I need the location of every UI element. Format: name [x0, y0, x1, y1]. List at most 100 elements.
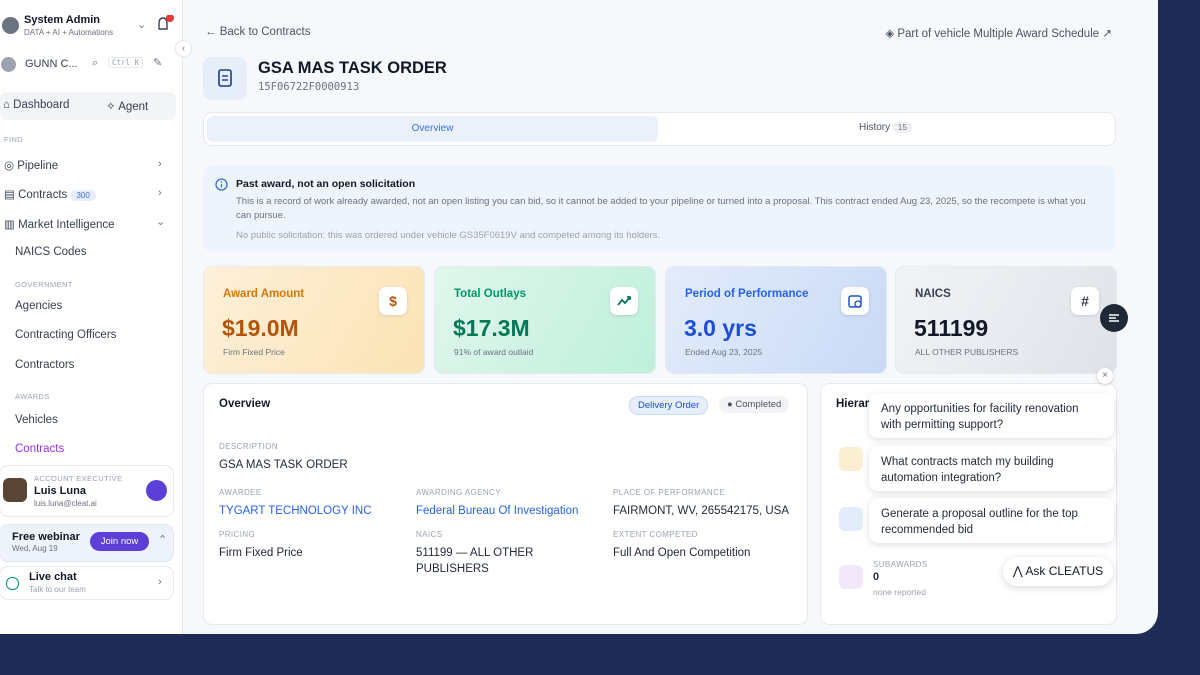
filter-fab[interactable] — [1100, 304, 1128, 332]
notice-title: Past award, not an open solicitation — [236, 178, 416, 190]
chat-title: Live chat — [29, 571, 77, 583]
chevron: › — [158, 187, 162, 199]
org-avatar — [1, 57, 16, 72]
stat-card: Period of Performance 3.0 yrs Ended Aug … — [665, 266, 887, 374]
ask-button[interactable]: ⋀ Ask CLEATUS — [1003, 557, 1113, 586]
field-value: TYGART TECHNOLOGY INC — [219, 505, 372, 517]
section-label: AWARDS — [15, 392, 50, 401]
suggestion[interactable]: Generate a proposal outline for the top … — [869, 498, 1114, 543]
stat-value: 3.0 yrs — [684, 315, 757, 341]
doc-icon — [203, 57, 247, 100]
executive-card: ACCOUNT EXECUTIVE Luis Luna luis.luna@cl… — [0, 465, 174, 517]
webinar-card: Free webinar Wed, Aug 19 Join now ⌃ — [0, 524, 174, 562]
tab-dashboard[interactable]: ⌂ Dashboard — [3, 99, 70, 111]
stat-label: Award Amount — [223, 288, 305, 300]
suggestion[interactable]: Any opportunities for facility renovatio… — [869, 393, 1114, 438]
app-window: ← Back to Contracts ◈ Part of vehicle Mu… — [0, 0, 1158, 634]
field-label: PLACE OF PERFORMANCE — [613, 488, 726, 497]
collapse-button[interactable]: ‹ — [175, 40, 192, 57]
shortcut: Ctrl K — [108, 57, 144, 68]
subawards-value: 0 — [873, 571, 880, 583]
stat-icon — [610, 287, 638, 315]
nav-item[interactable]: Agencies — [15, 300, 63, 312]
stat-label: Period of Performance — [685, 288, 809, 300]
stat-icon — [841, 287, 869, 315]
exec-email: luis.luna@cleat.ai — [34, 499, 97, 508]
field-label: DESCRIPTION — [219, 442, 279, 451]
user-avatar — [2, 17, 19, 34]
tab-agent[interactable]: ✧ Agent — [106, 101, 149, 113]
stat-icon: # — [1071, 287, 1099, 315]
building-icon — [839, 565, 863, 589]
join-button[interactable]: Join now — [90, 532, 149, 551]
tab-count: 15 — [892, 122, 912, 133]
overview-card: Overview Delivery Order ● Completed DESC… — [203, 383, 808, 625]
nav-item[interactable]: ▥ Market Intelligence — [4, 219, 115, 231]
subawards-note: none reported — [873, 587, 926, 597]
info-icon — [215, 178, 228, 191]
trend-icon — [617, 296, 631, 306]
field-label: AWARDEE — [219, 488, 262, 497]
sidebar-tabs: ⌂ Dashboard ✧ Agent — [0, 92, 176, 120]
tab-text[interactable]: Agent — [118, 101, 149, 113]
field-label: AWARDING AGENCY — [416, 488, 501, 497]
org-name[interactable]: GUNN C... — [25, 58, 78, 70]
user-name: System Admin — [24, 14, 101, 26]
nav-item[interactable]: NAICS Codes — [15, 246, 87, 258]
back-text[interactable]: Back to Contracts — [219, 26, 311, 38]
nav-badge: 300 — [70, 190, 96, 201]
tab-history-label[interactable]: History — [859, 122, 891, 133]
stat-value: $19.0M — [222, 315, 299, 341]
search-icon[interactable]: ⌕ — [92, 57, 99, 69]
nav-item[interactable]: ◎ Pipeline — [4, 160, 59, 172]
field-value: Firm Fixed Price — [219, 547, 303, 559]
exec-button[interactable] — [146, 480, 167, 501]
section-label: FIND — [4, 135, 24, 144]
doc-svg — [218, 69, 232, 87]
nav-text[interactable]: Market Intelligence — [18, 219, 115, 231]
webinar-date: Wed, Aug 19 — [12, 544, 58, 553]
stat-icon: $ — [379, 287, 407, 315]
sidebar: System Admin DATA + AI + Automations ⌄ G… — [0, 0, 183, 634]
tab-bar: Overview History 15 — [203, 112, 1116, 146]
tab-history[interactable]: History 15 — [859, 122, 912, 133]
user-menu[interactable]: ⌄ — [137, 19, 147, 31]
chevron[interactable]: ⌃ — [158, 534, 168, 546]
vehicle-text[interactable]: Part of vehicle Multiple Award Schedule — [897, 28, 1100, 40]
stat-value: $17.3M — [453, 315, 530, 341]
bell[interactable] — [155, 15, 175, 35]
nav-item[interactable]: Contractors — [15, 359, 75, 371]
chevron: › — [158, 576, 162, 588]
nav-item[interactable]: Contracting Officers — [15, 329, 117, 341]
notice-note: No public solicitation: this was ordered… — [236, 230, 661, 241]
tab-text[interactable]: Dashboard — [13, 99, 70, 111]
chat-icon — [6, 577, 19, 590]
ask-text[interactable]: Ask CLEATUS — [1025, 564, 1104, 578]
exec-name: Luis Luna — [34, 485, 86, 497]
stat-label: NAICS — [915, 288, 951, 300]
suggestion[interactable]: What contracts match my building automat… — [869, 446, 1114, 491]
chat-card[interactable]: Live chat Talk to our team › — [0, 566, 174, 600]
badge-text: Completed — [735, 399, 782, 410]
nav-item[interactable]: ▤ Contracts 300 — [4, 187, 96, 201]
edit-icon[interactable]: ✎ — [153, 57, 163, 69]
nav-text[interactable]: Contracts — [18, 189, 68, 201]
nav-item[interactable]: Vehicles — [15, 414, 58, 426]
field-label: PRICING — [219, 530, 256, 539]
field-value: GSA MAS TASK ORDER — [219, 459, 348, 471]
calendar-icon — [848, 295, 862, 308]
back-link[interactable]: ← Back to Contracts — [205, 26, 311, 38]
chevron: ⌄ — [156, 216, 166, 228]
vehicle-link[interactable]: ◈ Part of vehicle Multiple Award Schedul… — [885, 28, 1112, 40]
tab-overview[interactable]: Overview — [207, 116, 658, 142]
doc-small-icon — [839, 507, 863, 531]
stack-icon — [839, 447, 863, 471]
nav-text[interactable]: Pipeline — [17, 160, 59, 172]
stat-sub: 91% of award outlaid — [454, 347, 534, 357]
field-value: Federal Bureau Of Investigation — [416, 505, 579, 517]
stat-card: NAICS 511199 ALL OTHER PUBLISHERS # — [895, 266, 1117, 374]
nav-item-active[interactable]: Contracts — [15, 443, 65, 455]
notice-body: This is a record of work already awarded… — [236, 196, 1086, 221]
close-button[interactable]: × — [1097, 368, 1113, 384]
